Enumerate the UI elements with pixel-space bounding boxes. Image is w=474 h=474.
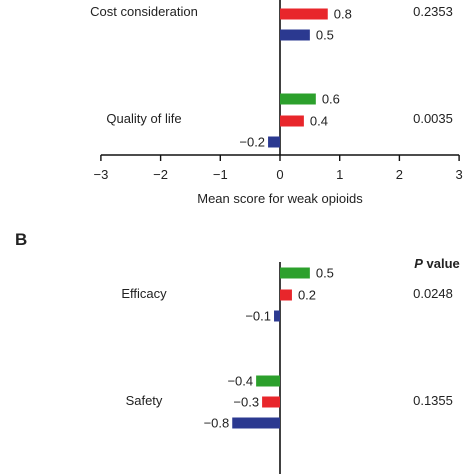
x-tick-label: 1 xyxy=(336,167,343,182)
panel-b: 0.50.2 −0.1 Efficacy 0.0248 −0.4 −0.3−0.8 Safe… xyxy=(15,230,460,474)
x-tick-label: 3 xyxy=(455,167,462,182)
bar xyxy=(256,375,280,387)
category-label: Efficacy xyxy=(121,286,167,301)
bar xyxy=(262,396,280,408)
x-tick-label: −3 xyxy=(93,167,108,182)
x-tick-label: 2 xyxy=(396,167,403,182)
bar-value-label: 0.2 xyxy=(298,288,316,303)
p-value: 0.0035 xyxy=(413,111,453,126)
bar-value-label: 0.5 xyxy=(316,28,334,43)
bar xyxy=(274,310,280,322)
bar-value-label: −0.4 xyxy=(227,374,253,389)
panel-a: 0.80.5 Cost consideration 0.2353 0.6 0.4 −0.2… xyxy=(90,0,463,206)
bar xyxy=(280,289,292,301)
x-tick-label: 0 xyxy=(276,167,283,182)
p-value: 0.0248 xyxy=(413,286,453,301)
category-label: Quality of life xyxy=(106,111,181,126)
bar-value-label: 0.5 xyxy=(316,266,334,281)
p-value-header: P value xyxy=(414,256,460,271)
bar xyxy=(280,115,304,127)
bar-value-label: −0.3 xyxy=(233,395,259,410)
bar xyxy=(232,417,280,429)
category-label: Cost consideration xyxy=(90,4,198,19)
x-axis-label: Mean score for weak opioids xyxy=(197,191,363,206)
bar-value-label: −0.1 xyxy=(245,309,271,324)
x-tick-label: −2 xyxy=(153,167,168,182)
bar xyxy=(268,136,280,148)
bar-value-label: 0.8 xyxy=(334,7,352,22)
bar xyxy=(280,29,310,41)
panel-label: B xyxy=(15,230,27,249)
bar xyxy=(280,8,328,20)
bar-value-label: −0.2 xyxy=(239,135,265,150)
p-value: 0.1355 xyxy=(413,393,453,408)
bar xyxy=(280,267,310,279)
x-tick-label: −1 xyxy=(213,167,228,182)
p-value: 0.2353 xyxy=(413,4,453,19)
bar xyxy=(280,93,316,105)
bar-value-label: 0.4 xyxy=(310,114,328,129)
category-label: Safety xyxy=(126,393,163,408)
bar-value-label: −0.8 xyxy=(204,416,230,431)
bar-value-label: 0.6 xyxy=(322,92,340,107)
